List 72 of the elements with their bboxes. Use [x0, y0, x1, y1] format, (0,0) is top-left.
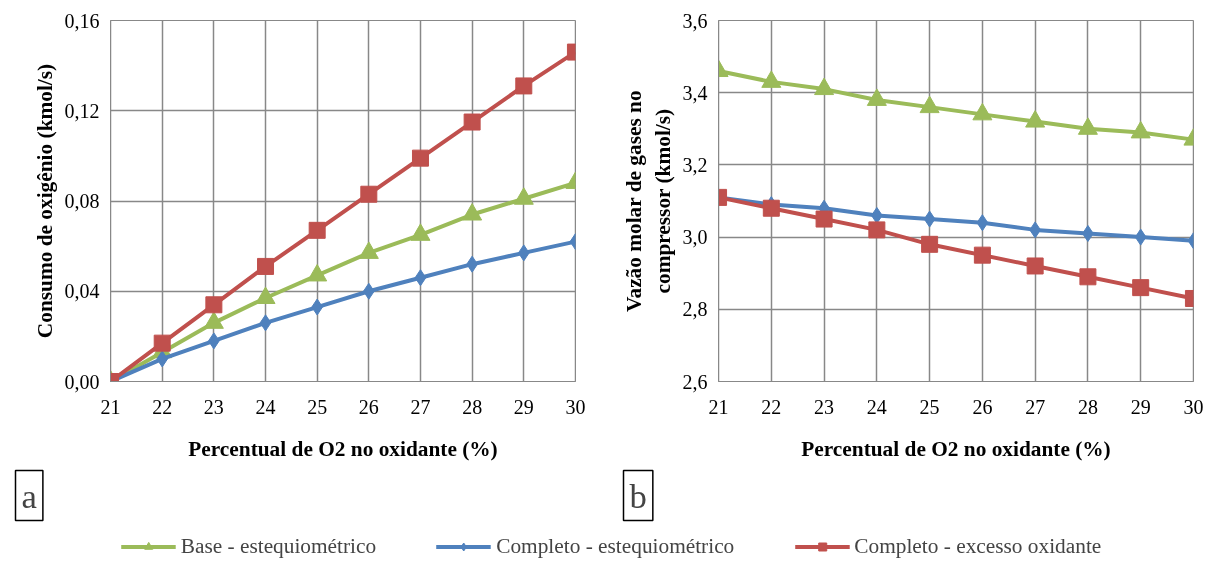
y-tick-label: 2,8: [682, 298, 708, 321]
y-tick-label: 3,4: [682, 81, 708, 104]
point: [1130, 120, 1151, 139]
y-tick-label: 0,04: [64, 280, 100, 303]
x-tick-label: 24: [255, 395, 276, 418]
y-axis-title: Consumo de oxigênio (kmol/s): [32, 63, 57, 339]
x-tick-label: 22: [152, 395, 173, 418]
y-tick-label: 0,08: [64, 190, 100, 212]
point: [1132, 279, 1150, 297]
legend-label: Completo - excesso oxidante: [854, 533, 1102, 559]
point: [1134, 228, 1147, 246]
x-tick-label: 25: [307, 395, 328, 418]
x-axis-title: Percentual de O2 no oxidante (%): [801, 436, 1111, 461]
y-tick-label: 3,2: [682, 153, 708, 176]
x-tick-label: 28: [462, 395, 483, 418]
point: [1079, 268, 1097, 286]
y-tick-label: 3,0: [682, 226, 708, 249]
point: [257, 257, 275, 275]
legend-label: Completo - estequiométrico: [496, 533, 735, 559]
point: [205, 296, 223, 314]
point: [815, 210, 833, 228]
x-tick-label: 26: [358, 395, 379, 418]
x-tick-label: 21: [100, 395, 121, 418]
y-tick-label: 0,12: [64, 99, 100, 122]
point: [1025, 110, 1046, 128]
x-tick-label: 21: [708, 395, 729, 418]
point: [973, 246, 991, 264]
x-tick-label: 28: [1077, 395, 1098, 418]
x-tick-label: 25: [919, 395, 940, 418]
point: [972, 102, 993, 121]
point: [919, 95, 940, 114]
point: [866, 88, 887, 106]
y-axis-title: Vazão molar de gases no compressor (kmol/s): [621, 90, 675, 312]
point: [1026, 257, 1044, 275]
x-tick-label: 23: [814, 395, 835, 418]
y-tick-label: 0,16: [64, 9, 100, 32]
x-tick-label: 26: [972, 395, 993, 418]
text: b: [629, 476, 647, 515]
point: [156, 350, 169, 368]
text: a: [21, 476, 37, 515]
x-tick-label: 27: [410, 395, 431, 418]
point: [976, 214, 989, 232]
point: [515, 77, 533, 95]
point: [360, 185, 378, 203]
y-tick-label: 2,6: [682, 370, 708, 393]
y-tick-label: 3,6: [682, 9, 708, 32]
point: [1077, 117, 1098, 135]
point: [411, 149, 429, 167]
point: [259, 314, 272, 332]
x-tick-label: 30: [1183, 395, 1204, 418]
point: [517, 244, 530, 262]
point: [311, 298, 324, 316]
legend-label: Base - estequiométrico: [180, 533, 377, 559]
point: [463, 113, 481, 131]
x-tick-label: 30: [565, 395, 586, 418]
y-tick-label: 0,00: [64, 370, 100, 393]
point: [761, 70, 782, 88]
point: [414, 269, 427, 287]
point: [362, 282, 375, 300]
point: [153, 334, 171, 352]
x-tick-label: 29: [1130, 395, 1151, 418]
point: [923, 210, 936, 228]
x-tick-label: 29: [513, 395, 534, 418]
point: [921, 235, 939, 253]
x-axis-title: Percentual de O2 no oxidante (%): [188, 436, 498, 461]
x-tick-label: 27: [1025, 395, 1046, 418]
point: [308, 221, 326, 239]
point: [814, 77, 835, 96]
x-tick-label: 23: [203, 395, 224, 418]
x-tick-label: 22: [761, 395, 782, 418]
point: [868, 221, 886, 239]
x-tick-label: 24: [866, 395, 887, 418]
